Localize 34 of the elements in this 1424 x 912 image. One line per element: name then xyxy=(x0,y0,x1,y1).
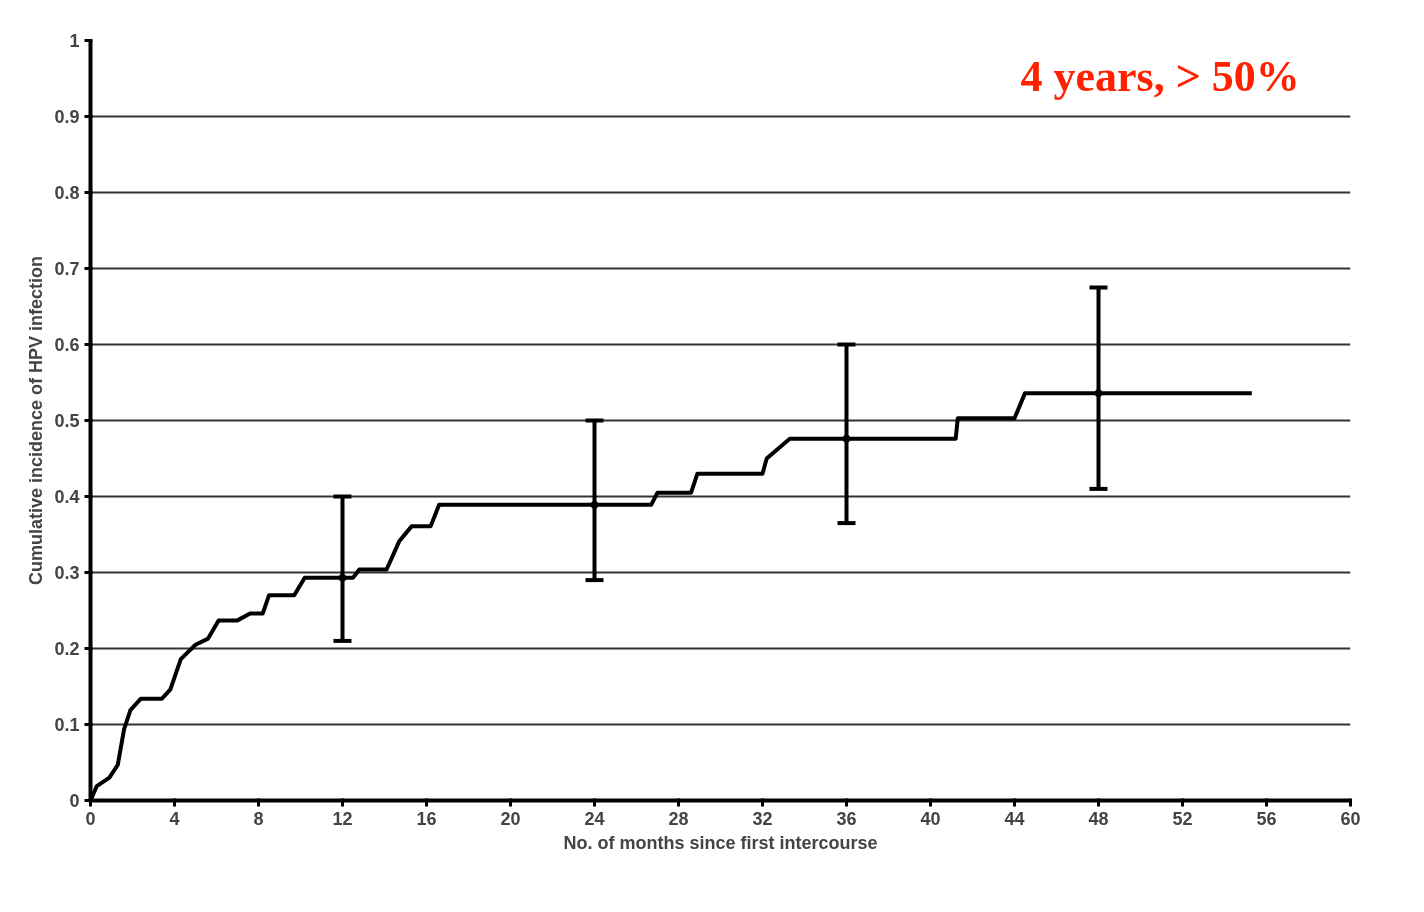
y-tick-label: 0.5 xyxy=(54,411,80,431)
x-tick-label: 36 xyxy=(836,808,857,829)
y-tick-label: 0 xyxy=(69,791,80,811)
x-tick-label: 24 xyxy=(584,808,605,829)
y-tick-label: 0.9 xyxy=(54,107,80,127)
point xyxy=(1094,389,1103,398)
x-tick-label: 52 xyxy=(1172,808,1193,829)
y-tick-label: 0.3 xyxy=(54,563,80,583)
y-tick-label: 1 xyxy=(69,31,80,51)
x-tick-label: 0 xyxy=(85,808,96,829)
y-tick-label: 0.7 xyxy=(54,259,80,279)
x-tick-label: 4 xyxy=(169,808,180,829)
y-axis-title: Cumulative incidence of HPV infection xyxy=(26,255,47,586)
x-tick-label: 56 xyxy=(1256,808,1277,829)
x-tick-label: 28 xyxy=(668,808,689,829)
y-tick-label: 0.4 xyxy=(54,487,80,507)
y-tick-label: 0.6 xyxy=(54,335,80,355)
x-tick-label: 32 xyxy=(752,808,773,829)
x-tick-label: 12 xyxy=(332,808,353,829)
y-tick-label: 0.1 xyxy=(54,715,80,735)
x-tick-label: 48 xyxy=(1088,808,1109,829)
x-tick-label: 44 xyxy=(1004,808,1025,829)
x-tick-label: 60 xyxy=(1340,808,1361,829)
x-tick-label: 20 xyxy=(500,808,521,829)
point xyxy=(842,434,851,443)
point xyxy=(338,573,347,582)
y-tick-label: 0.8 xyxy=(54,183,80,203)
x-tick-label: 40 xyxy=(920,808,941,829)
point xyxy=(590,500,599,509)
y-tick-label: 0.2 xyxy=(54,639,80,659)
x-axis-title: No. of months since first intercourse xyxy=(563,832,878,853)
annotation: 4 years, > 50% xyxy=(1020,51,1300,101)
x-tick-label: 8 xyxy=(253,808,264,829)
x-tick-label: 16 xyxy=(416,808,437,829)
